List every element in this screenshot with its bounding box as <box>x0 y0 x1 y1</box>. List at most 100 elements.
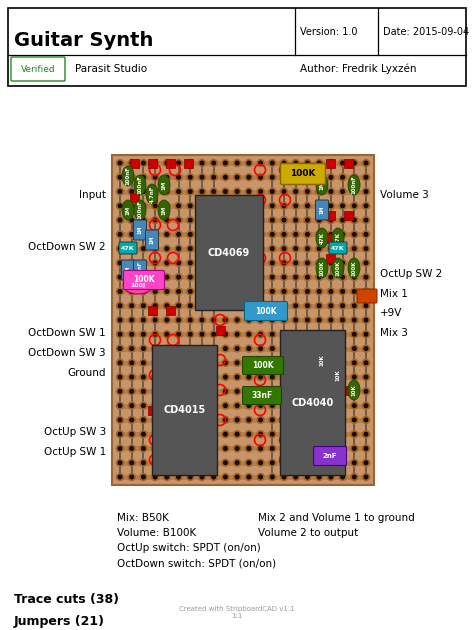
Circle shape <box>271 176 274 179</box>
Circle shape <box>210 431 217 438</box>
Circle shape <box>199 288 206 295</box>
Text: Trace cuts (38): Trace cuts (38) <box>14 593 119 606</box>
Circle shape <box>117 316 124 323</box>
Circle shape <box>292 188 299 195</box>
Circle shape <box>316 188 323 195</box>
Circle shape <box>130 247 134 251</box>
Circle shape <box>364 418 368 421</box>
Circle shape <box>212 290 216 293</box>
Circle shape <box>281 245 288 252</box>
Circle shape <box>269 345 276 352</box>
Circle shape <box>152 388 159 395</box>
Circle shape <box>317 218 321 222</box>
Circle shape <box>257 245 264 252</box>
Circle shape <box>316 288 323 295</box>
Circle shape <box>329 304 333 307</box>
Circle shape <box>210 345 217 352</box>
Circle shape <box>199 416 206 423</box>
Circle shape <box>339 231 346 238</box>
Circle shape <box>189 161 192 165</box>
Circle shape <box>199 217 206 224</box>
Text: 4.7nF: 4.7nF <box>149 185 155 203</box>
Circle shape <box>341 290 345 293</box>
Circle shape <box>140 174 147 181</box>
Circle shape <box>363 174 370 181</box>
Circle shape <box>200 418 204 421</box>
Circle shape <box>353 190 356 193</box>
Circle shape <box>177 190 181 193</box>
Circle shape <box>316 217 323 224</box>
Bar <box>280 330 345 475</box>
Circle shape <box>271 389 274 393</box>
Circle shape <box>282 475 286 479</box>
Circle shape <box>304 245 311 252</box>
Circle shape <box>140 273 147 281</box>
Circle shape <box>236 190 239 193</box>
Circle shape <box>128 402 135 409</box>
Circle shape <box>341 275 345 279</box>
Circle shape <box>130 304 134 307</box>
Circle shape <box>282 232 286 236</box>
Circle shape <box>117 273 124 281</box>
Circle shape <box>177 161 181 165</box>
Circle shape <box>341 404 345 408</box>
Circle shape <box>259 318 263 322</box>
Circle shape <box>329 290 333 293</box>
Circle shape <box>306 418 309 421</box>
Circle shape <box>271 304 274 307</box>
Circle shape <box>282 432 286 436</box>
Circle shape <box>246 388 252 395</box>
Bar <box>326 159 335 168</box>
Circle shape <box>317 318 321 322</box>
Circle shape <box>339 316 346 323</box>
Circle shape <box>118 190 122 193</box>
Circle shape <box>154 176 157 179</box>
Text: 1M: 1M <box>162 180 166 190</box>
Text: 100K: 100K <box>252 362 274 370</box>
Circle shape <box>304 188 311 195</box>
Circle shape <box>236 333 239 336</box>
Circle shape <box>363 474 370 481</box>
Circle shape <box>222 217 229 224</box>
Circle shape <box>140 302 147 309</box>
Circle shape <box>187 459 194 466</box>
Circle shape <box>281 331 288 338</box>
Circle shape <box>236 346 239 350</box>
Circle shape <box>353 404 356 408</box>
Circle shape <box>117 231 124 238</box>
Circle shape <box>142 432 145 436</box>
Circle shape <box>154 318 157 322</box>
Circle shape <box>363 288 370 295</box>
Circle shape <box>306 475 309 479</box>
Circle shape <box>316 359 323 366</box>
Ellipse shape <box>348 258 360 278</box>
Circle shape <box>304 288 311 295</box>
Ellipse shape <box>316 228 328 248</box>
Circle shape <box>316 273 323 281</box>
Circle shape <box>282 447 286 450</box>
Circle shape <box>128 188 135 195</box>
Circle shape <box>118 346 122 350</box>
Circle shape <box>328 388 334 395</box>
Circle shape <box>329 475 333 479</box>
Circle shape <box>282 404 286 408</box>
Circle shape <box>117 388 124 395</box>
Circle shape <box>351 459 358 466</box>
Circle shape <box>187 316 194 323</box>
Circle shape <box>118 418 122 421</box>
Circle shape <box>164 217 170 224</box>
Circle shape <box>117 174 124 181</box>
Circle shape <box>363 445 370 452</box>
Circle shape <box>165 304 169 307</box>
Circle shape <box>212 361 216 365</box>
Circle shape <box>306 346 309 350</box>
Text: 100K: 100K <box>352 260 356 276</box>
Circle shape <box>189 261 192 265</box>
Circle shape <box>328 459 334 466</box>
Circle shape <box>130 290 134 293</box>
Circle shape <box>154 333 157 336</box>
Circle shape <box>164 231 170 238</box>
Circle shape <box>117 188 124 195</box>
Circle shape <box>328 331 334 338</box>
Circle shape <box>199 345 206 352</box>
